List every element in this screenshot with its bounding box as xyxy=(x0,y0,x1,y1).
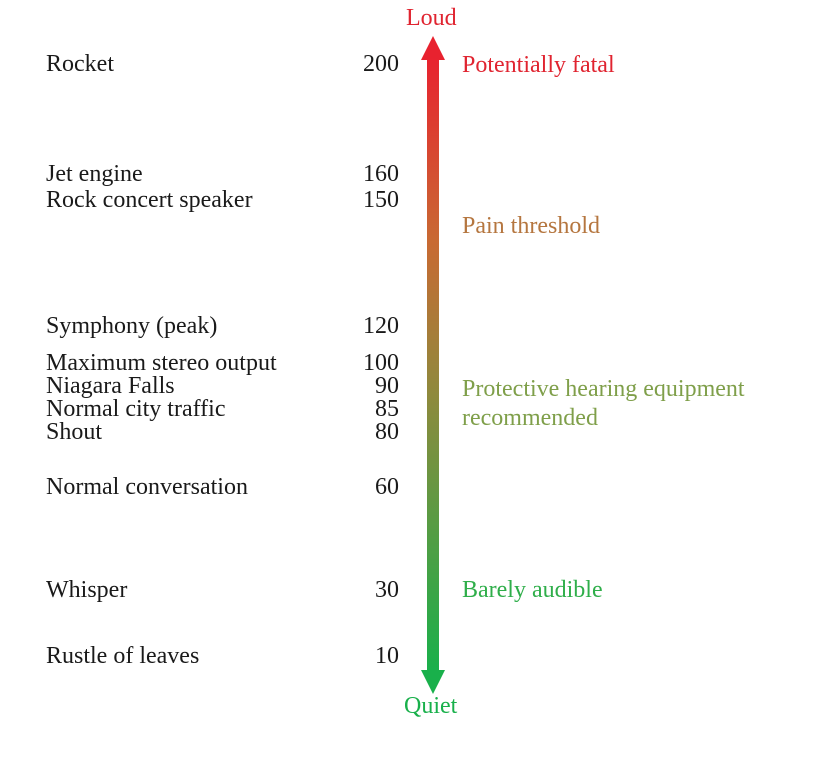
note-potentially-fatal: Potentially fatal xyxy=(462,52,615,78)
source-value: 10 xyxy=(375,643,399,669)
source-label: Whisper xyxy=(46,577,128,603)
note-recommended: recommended xyxy=(462,405,598,431)
source-label: Shout xyxy=(46,419,103,445)
arrow-shaft xyxy=(427,58,439,672)
source-label: Normal conversation xyxy=(46,474,248,500)
source-value: 160 xyxy=(363,161,399,187)
source-value: 150 xyxy=(363,187,399,213)
source-label: Rocket xyxy=(46,51,114,77)
arrow-head-up xyxy=(421,36,445,60)
note-protective-equipment: Protective hearing equipment xyxy=(462,376,745,402)
loud-label: Loud xyxy=(406,5,457,31)
source-label: Rustle of leaves xyxy=(46,643,200,669)
source-value: 80 xyxy=(375,419,399,445)
source-value: 120 xyxy=(363,313,399,339)
note-pain-threshold: Pain threshold xyxy=(462,213,600,239)
source-value: 30 xyxy=(375,577,399,603)
source-value: 90 xyxy=(375,373,399,399)
source-label: Niagara Falls xyxy=(46,373,175,399)
source-value: 200 xyxy=(363,51,399,77)
source-value: 85 xyxy=(375,396,399,422)
source-label: Maximum stereo output xyxy=(46,350,277,376)
source-value: 60 xyxy=(375,474,399,500)
source-label: Normal city traffic xyxy=(46,396,226,422)
source-value: 100 xyxy=(363,350,399,376)
source-label: Symphony (peak) xyxy=(46,313,218,339)
note-barely-audible: Barely audible xyxy=(462,577,603,603)
source-label: Rock concert speaker xyxy=(46,187,253,213)
arrow-head-down xyxy=(421,670,445,694)
source-label: Jet engine xyxy=(46,161,143,187)
quiet-label: Quiet xyxy=(404,693,458,719)
